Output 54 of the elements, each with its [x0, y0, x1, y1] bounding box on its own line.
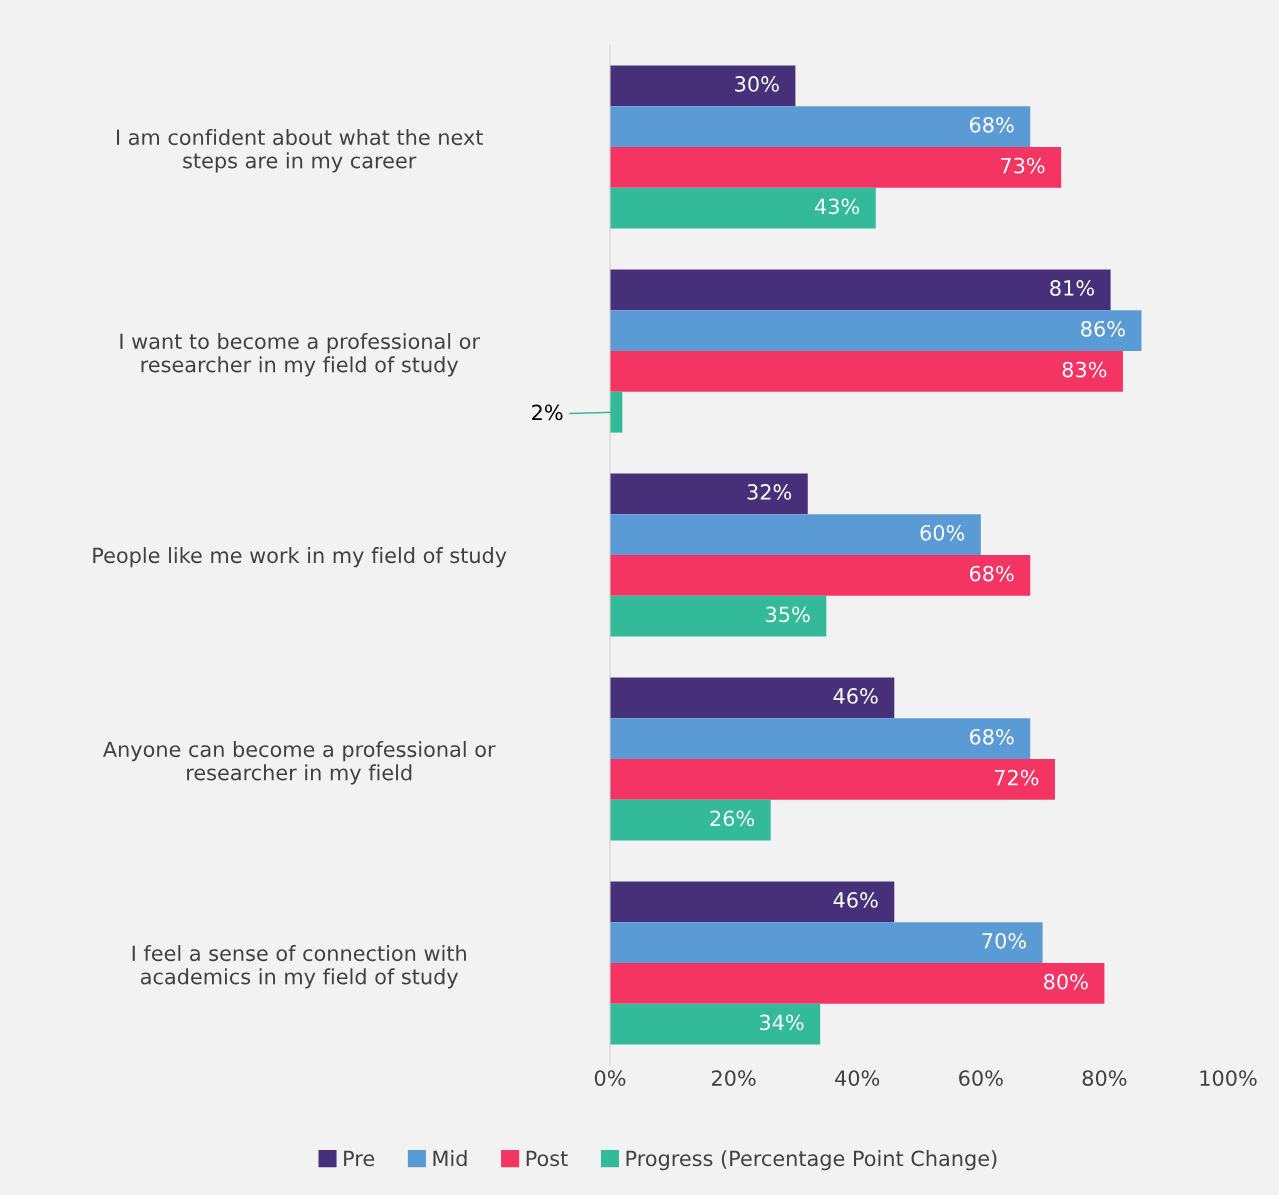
legend-label: Pre — [344, 1150, 375, 1167]
data-label: 43% — [815, 198, 860, 215]
bar — [610, 310, 1142, 351]
data-label: 32% — [747, 484, 792, 500]
y-tick-label: I am confident about what the next steps are in my career — [116, 129, 483, 173]
data-label: 83% — [1062, 361, 1107, 378]
y-tick-label: I want to become a professional or researcher in my field of study — [120, 333, 480, 377]
data-label: 68% — [969, 565, 1014, 582]
data-label: 70% — [982, 932, 1026, 949]
data-label: 34% — [759, 1014, 804, 1031]
bar — [610, 106, 1031, 147]
data-label: 46% — [833, 688, 878, 704]
x-tick-label: 20% — [711, 1070, 756, 1086]
x-tick-label: 60% — [959, 1070, 1003, 1086]
x-tick-label: 0% — [594, 1070, 626, 1086]
bar — [610, 799, 771, 841]
bar — [610, 147, 1062, 188]
data-label: 68% — [969, 728, 1014, 745]
bar — [610, 514, 981, 555]
x-tick-label: 40% — [835, 1070, 880, 1086]
bar — [610, 65, 796, 107]
data-label: 86% — [1081, 320, 1125, 337]
data-label: 26% — [710, 810, 755, 827]
y-tick-label: Anyone can become a professional or researcher in my field — [102, 741, 496, 785]
bar — [610, 351, 1123, 392]
data-label: 60% — [920, 524, 965, 541]
data-label: 46% — [833, 892, 878, 908]
data-label: 80% — [1044, 973, 1088, 990]
data-label: 68% — [969, 116, 1014, 133]
bar — [610, 473, 808, 515]
data-label: 72% — [994, 769, 1039, 786]
legend-label: Mid — [433, 1150, 467, 1167]
data-label: 2% — [532, 404, 563, 421]
bar — [610, 269, 1111, 311]
data-label: 30% — [735, 76, 779, 92]
bar — [610, 881, 895, 923]
data-label: 35% — [766, 606, 810, 623]
x-tick-label: 80% — [1082, 1070, 1127, 1086]
data-label: 73% — [1001, 157, 1045, 174]
data-label: 81% — [1050, 280, 1094, 296]
bar — [610, 1003, 821, 1045]
legend-label: Post — [526, 1150, 568, 1167]
bar — [610, 718, 1031, 759]
bar — [610, 555, 1031, 596]
bar — [610, 759, 1055, 800]
bar — [610, 187, 876, 229]
bar — [610, 595, 827, 637]
y-tick-label: I feel a sense of connection with academics in my field of study — [132, 945, 466, 989]
y-tick-label: People like me work in my field of study — [93, 547, 507, 568]
bar — [610, 677, 895, 719]
bar — [610, 922, 1043, 963]
x-tick-label: 100% — [1200, 1070, 1257, 1086]
bar — [610, 963, 1105, 1004]
legend-label: Progress (Percentage Point Change) — [626, 1150, 997, 1171]
